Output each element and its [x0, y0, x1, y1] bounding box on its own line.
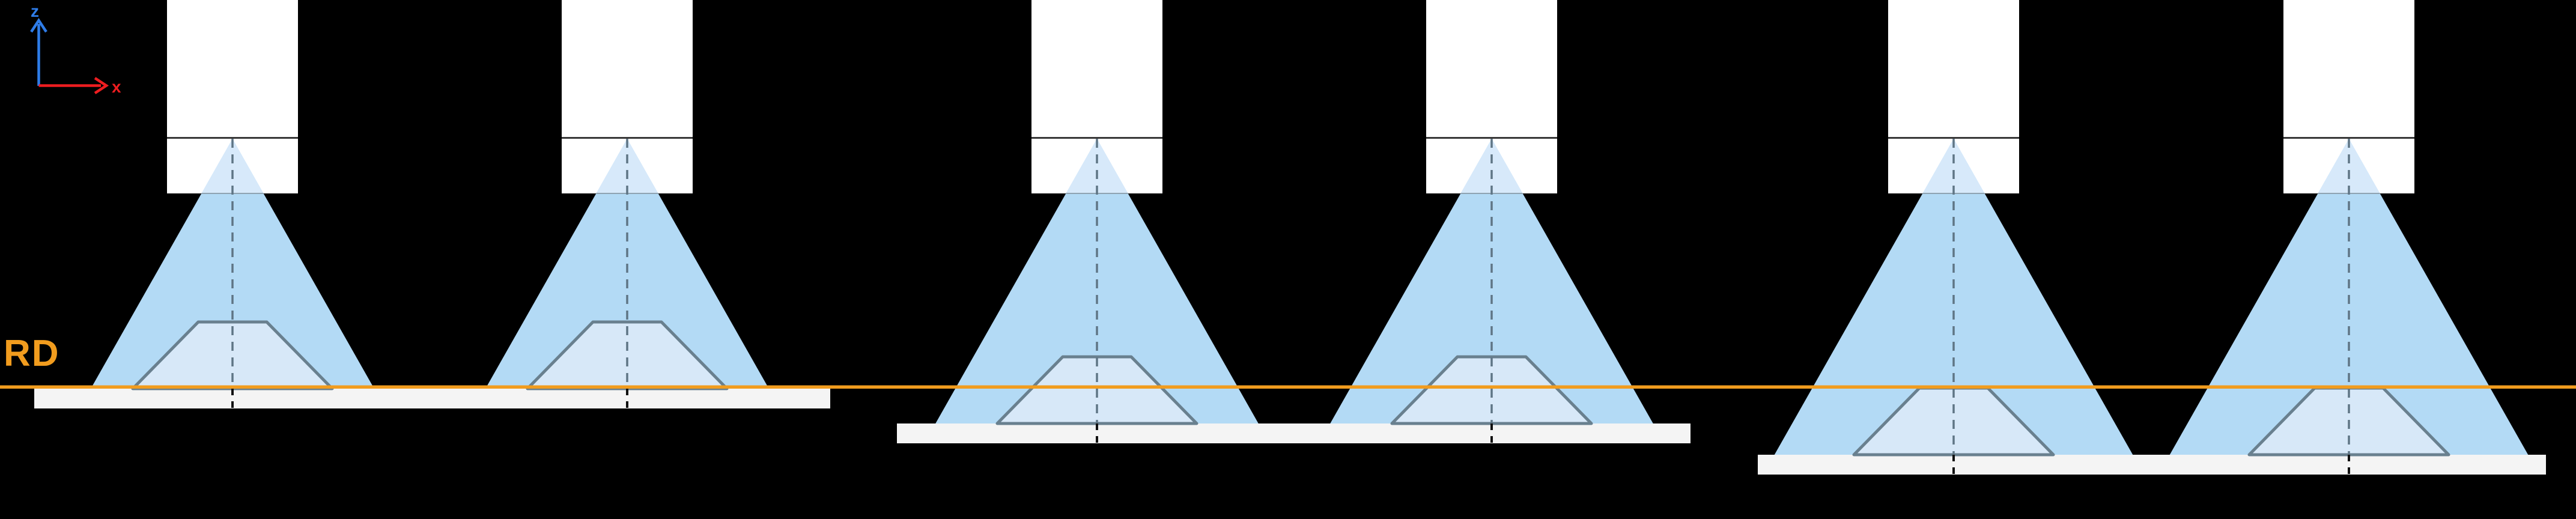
deposition-nozzle-unit — [935, 0, 1259, 443]
z-axis-label: z — [31, 2, 39, 20]
nozzle-body — [1888, 0, 2019, 137]
substrates-layer — [34, 389, 2546, 475]
nozzle-separator-line — [1031, 137, 1162, 139]
powder-cone-apex — [1922, 139, 1985, 193]
deposition-nozzle-unit — [1330, 0, 1653, 443]
nozzles-layer — [91, 0, 2529, 475]
reference-line — [0, 385, 2576, 389]
substrate — [1758, 455, 2546, 475]
deposition-nozzle-unit — [91, 0, 374, 408]
nozzle-body — [1426, 0, 1557, 137]
deposition-nozzle-unit — [1774, 0, 2133, 475]
powder-cone-apex — [1460, 139, 1523, 193]
z-axis-arrowhead-icon — [30, 17, 47, 33]
nozzle-body — [562, 0, 693, 137]
powder-cone-apex — [201, 139, 264, 193]
nozzle-body — [2283, 0, 2414, 137]
axis-indicator: z x — [30, 2, 121, 96]
substrate — [34, 389, 830, 408]
powder-cone-apex — [2318, 139, 2380, 193]
nozzle-body — [1031, 0, 1162, 137]
nozzle-separator-line — [167, 137, 298, 139]
nozzle-separator-line — [1426, 137, 1557, 139]
nozzle-separator-line — [562, 137, 693, 139]
powder-cone-apex — [596, 139, 658, 193]
reference-line-label: RD — [4, 333, 60, 374]
nozzle-separator-line — [2283, 137, 2414, 139]
nozzle-separator-line — [1888, 137, 2019, 139]
x-axis-label: x — [112, 77, 121, 96]
nozzle-body — [167, 0, 298, 137]
substrate — [897, 423, 1690, 443]
powder-cone-apex — [1066, 139, 1128, 193]
x-axis-arrowhead-icon — [94, 77, 109, 94]
deposition-nozzle-unit — [485, 0, 769, 408]
deposition-nozzle-unit — [2169, 0, 2529, 475]
